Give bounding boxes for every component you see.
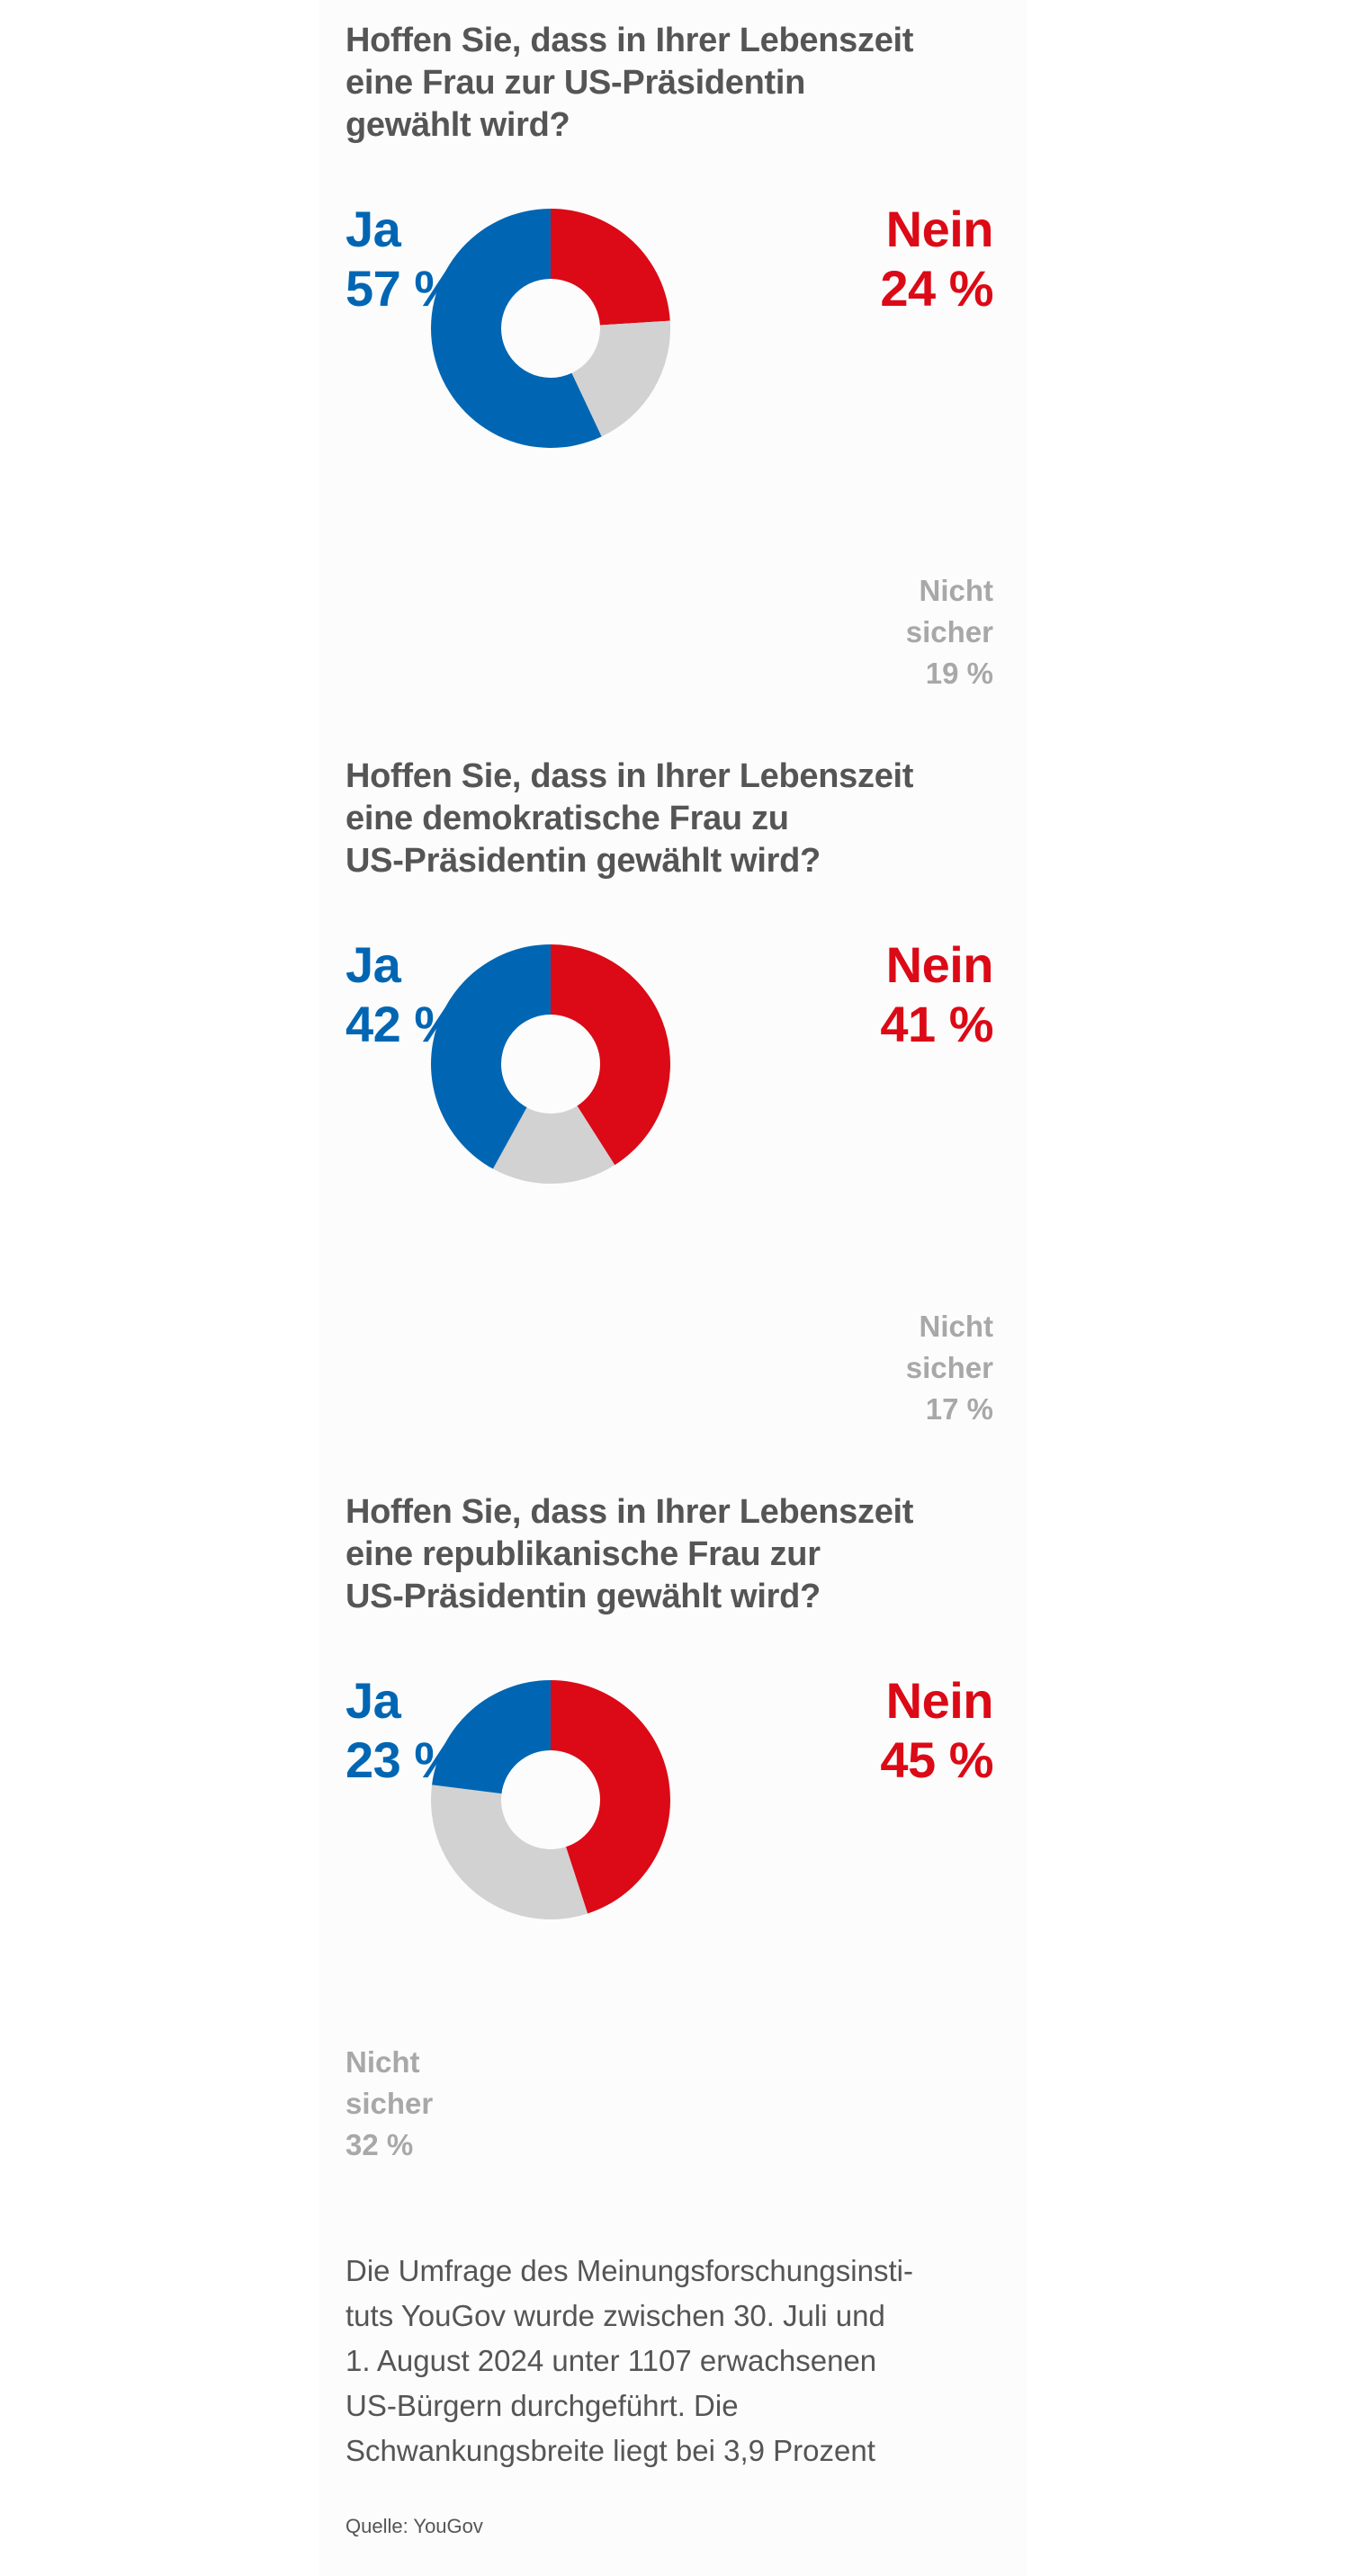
chart-2-nein-value: 41 % <box>880 996 993 1052</box>
chart-3-title-line: US-Präsidentin gewählt wird? <box>345 1578 821 1615</box>
survey-note-line: US-Bürgern durchgeführt. Die <box>345 2389 739 2422</box>
chart-3-slice-nein <box>551 1680 670 1914</box>
donut-chart-2: Hoffen Sie, dass in Ihrer Lebenszeit ein… <box>345 756 993 1466</box>
chart-1-title-line: Hoffen Sie, dass in Ihrer Lebenszeit <box>345 22 914 59</box>
chart-3-slice-ja <box>432 1680 551 1794</box>
chart-3-slice-nicht-sicher <box>431 1784 588 1919</box>
chart-3-ns-value: 32 % <box>345 2128 414 2161</box>
chart-1-ns-line2: sicher <box>905 615 993 648</box>
survey-note-line: 1. August 2024 unter 1107 erwachsenen <box>345 2344 877 2377</box>
survey-note: Die Umfrage des Meinungsforschungsinsti-… <box>345 2249 1011 2473</box>
chart-1-ja-name: Ja <box>345 201 401 257</box>
chart-1-nein-label: Nein 24 % <box>880 200 993 318</box>
chart-3-question-title: Hoffen Sie, dass in Ihrer Lebenszeit ein… <box>345 1491 993 1618</box>
chart-3-ns-line2: sicher <box>345 2087 434 2120</box>
chart-1-nein-value: 24 % <box>880 260 993 317</box>
chart-1-title-line: gewählt wird? <box>345 106 570 144</box>
chart-1-slice-nicht-sicher <box>571 320 670 437</box>
chart-2-title-line: US-Präsidentin gewählt wird? <box>345 842 821 880</box>
chart-1-nein-name: Nein <box>885 201 994 257</box>
chart-3-nein-value: 45 % <box>880 1731 993 1788</box>
chart-3-title-line: eine republikanische Frau zur <box>345 1535 821 1573</box>
chart-2-nicht-sicher-label: Nicht sicher 17 % <box>906 1306 993 1430</box>
chart-2-ns-line1: Nicht <box>919 1310 994 1343</box>
chart-1-title-line: eine Frau zur US-Präsidentin <box>345 64 806 102</box>
chart-1-donut <box>431 209 670 448</box>
chart-1-question-title: Hoffen Sie, dass in Ihrer Lebenszeit ein… <box>345 20 993 147</box>
donut-chart-3: Hoffen Sie, dass in Ihrer Lebenszeit ein… <box>345 1491 993 2202</box>
chart-1-slice-nein <box>551 209 670 326</box>
chart-1-nicht-sicher-label: Nicht sicher 19 % <box>906 570 993 694</box>
chart-2-title-line: eine demokratische Frau zu <box>345 800 789 837</box>
chart-2-nein-label: Nein 41 % <box>880 935 993 1054</box>
chart-3-nicht-sicher-label: Nicht sicher 32 % <box>345 2042 433 2166</box>
chart-1-slice-ja <box>431 209 602 448</box>
chart-2-ja-name: Ja <box>345 936 401 993</box>
chart-2-slice-nein <box>551 944 670 1166</box>
survey-note-line: Schwankungsbreite liegt bei 3,9 Prozent <box>345 2434 875 2467</box>
donut-chart-1: Hoffen Sie, dass in Ihrer Lebenszeit ein… <box>345 20 993 730</box>
chart-2-slice-nicht-sicher <box>492 1105 615 1184</box>
chart-3-nein-label: Nein 45 % <box>880 1671 993 1790</box>
chart-1-ns-line1: Nicht <box>919 574 994 607</box>
chart-2-donut <box>431 944 670 1184</box>
chart-2-question-title: Hoffen Sie, dass in Ihrer Lebenszeit ein… <box>345 756 993 882</box>
chart-1-ns-value: 19 % <box>925 657 993 690</box>
chart-2-ns-value: 17 % <box>925 1392 993 1426</box>
chart-3-ja-label: Ja 23 % <box>345 1671 459 1790</box>
chart-2-slice-ja <box>431 944 551 1169</box>
chart-2-title-line: Hoffen Sie, dass in Ihrer Lebenszeit <box>345 757 914 795</box>
survey-note-line: tuts YouGov wurde zwischen 30. Juli und <box>345 2299 885 2332</box>
chart-2-ja-label: Ja 42 % <box>345 935 459 1054</box>
chart-2-ns-line2: sicher <box>905 1351 993 1384</box>
chart-3-ns-line1: Nicht <box>345 2045 420 2079</box>
chart-3-ja-name: Ja <box>345 1672 401 1729</box>
chart-3-title-line: Hoffen Sie, dass in Ihrer Lebenszeit <box>345 1493 914 1531</box>
chart-3-donut <box>431 1680 670 1919</box>
source-credit: Quelle: YouGov <box>345 2515 483 2537</box>
survey-note-line: Die Umfrage des Meinungsforschungsinsti- <box>345 2254 913 2287</box>
chart-3-nein-name: Nein <box>885 1672 994 1729</box>
chart-2-nein-name: Nein <box>885 936 994 993</box>
chart-background <box>319 0 1027 2576</box>
